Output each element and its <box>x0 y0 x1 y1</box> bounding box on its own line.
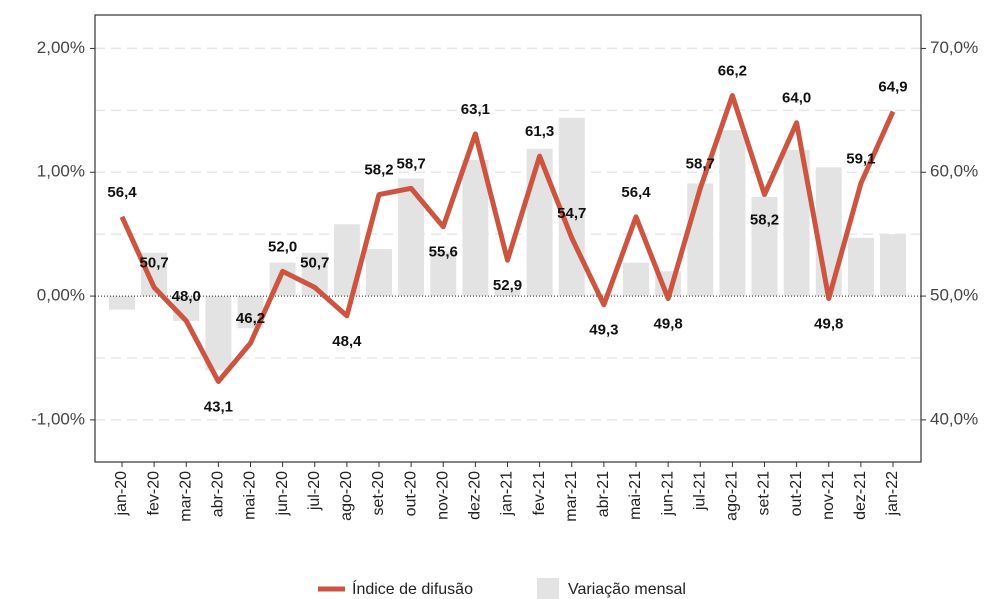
x-tick-label: fev-21 <box>531 471 548 516</box>
data-label: 49,8 <box>654 316 683 333</box>
y-tick-label: 0,00% <box>37 286 85 305</box>
x-tick-label: dez-20 <box>467 471 484 520</box>
bar <box>494 289 521 297</box>
x-tick-label: out-21 <box>788 471 805 516</box>
data-label: 49,8 <box>814 316 843 333</box>
data-label: 66,2 <box>718 62 747 79</box>
data-label: 63,1 <box>461 101 490 118</box>
x-tick-label: jan-20 <box>113 471 130 517</box>
bar <box>430 251 457 297</box>
x-tick-label: ago-20 <box>338 471 355 521</box>
y2-tick-label: 50,0% <box>930 286 978 305</box>
bar <box>205 296 232 371</box>
data-label: 52,9 <box>493 277 522 294</box>
x-tick-label: jun-20 <box>274 471 291 517</box>
bar <box>880 234 906 297</box>
data-label: 55,6 <box>429 244 458 261</box>
y-tick-label: 2,00% <box>37 38 85 57</box>
x-tick-label: abr-20 <box>210 471 227 517</box>
data-label: 59,1 <box>846 150 875 167</box>
bar <box>751 197 778 297</box>
bar <box>719 130 746 297</box>
bar <box>366 249 392 297</box>
x-tick-label: mar-20 <box>177 471 194 522</box>
x-tick-label: jan-21 <box>499 471 516 517</box>
x-tick-label: set-20 <box>370 471 387 516</box>
bar <box>590 293 617 297</box>
x-tick-label: dez-21 <box>852 471 869 520</box>
x-tick-label: fev-20 <box>145 471 162 516</box>
bar <box>462 159 489 297</box>
x-tick-label: jan-22 <box>884 471 901 517</box>
y-tick-label: -1,00% <box>31 409 85 428</box>
data-label: 52,0 <box>268 238 297 255</box>
x-tick-label: nov-21 <box>820 471 837 520</box>
data-label: 58,7 <box>686 155 715 172</box>
data-label: 58,2 <box>750 212 779 229</box>
x-tick-label: set-21 <box>756 471 773 516</box>
data-label: 43,1 <box>204 398 233 415</box>
line-series <box>119 92 896 385</box>
y2-tick-label: 70,0% <box>930 38 978 57</box>
bar <box>109 296 135 310</box>
x-tick-label: out-20 <box>402 471 419 516</box>
data-label: 48,4 <box>332 333 362 350</box>
y2-tick-label: 60,0% <box>930 162 978 181</box>
x-tick-label: abr-21 <box>595 471 612 517</box>
data-label: 46,2 <box>236 310 265 327</box>
bar <box>526 148 553 297</box>
bar <box>558 117 585 297</box>
x-tick-label: jul-20 <box>306 471 323 511</box>
data-label: 61,3 <box>525 123 554 140</box>
bar <box>847 237 874 297</box>
data-label: 58,7 <box>397 155 426 172</box>
data-label: 64,0 <box>782 90 811 107</box>
data-label: 50,7 <box>140 254 169 271</box>
data-label: 50,7 <box>300 254 329 271</box>
data-label: 58,2 <box>364 162 393 179</box>
data-label: 64,9 <box>878 79 907 96</box>
data-label: 56,4 <box>107 184 137 201</box>
bar <box>623 262 649 297</box>
bar <box>815 167 842 297</box>
x-tick-label: mai-20 <box>242 471 259 520</box>
legend-label: Variação mensal <box>568 581 686 598</box>
x-tick-label: mai-21 <box>627 471 644 520</box>
x-tick-label: nov-20 <box>434 471 451 520</box>
y2-tick-label: 40,0% <box>930 409 978 428</box>
bar <box>687 183 714 297</box>
x-tick-label: mar-21 <box>563 471 580 522</box>
x-tick-label: ago-21 <box>724 471 741 521</box>
data-label: 49,3 <box>589 322 618 339</box>
x-tick-label: jul-21 <box>691 471 708 511</box>
data-label: 56,4 <box>621 184 651 201</box>
legend-bar-swatch <box>537 578 559 599</box>
x-tick-label: jun-21 <box>659 471 676 517</box>
data-label: 54,7 <box>557 205 586 222</box>
data-label: 48,0 <box>172 288 201 305</box>
legend-label: Índice de difusão <box>352 579 473 598</box>
y-tick-label: 1,00% <box>37 162 85 181</box>
